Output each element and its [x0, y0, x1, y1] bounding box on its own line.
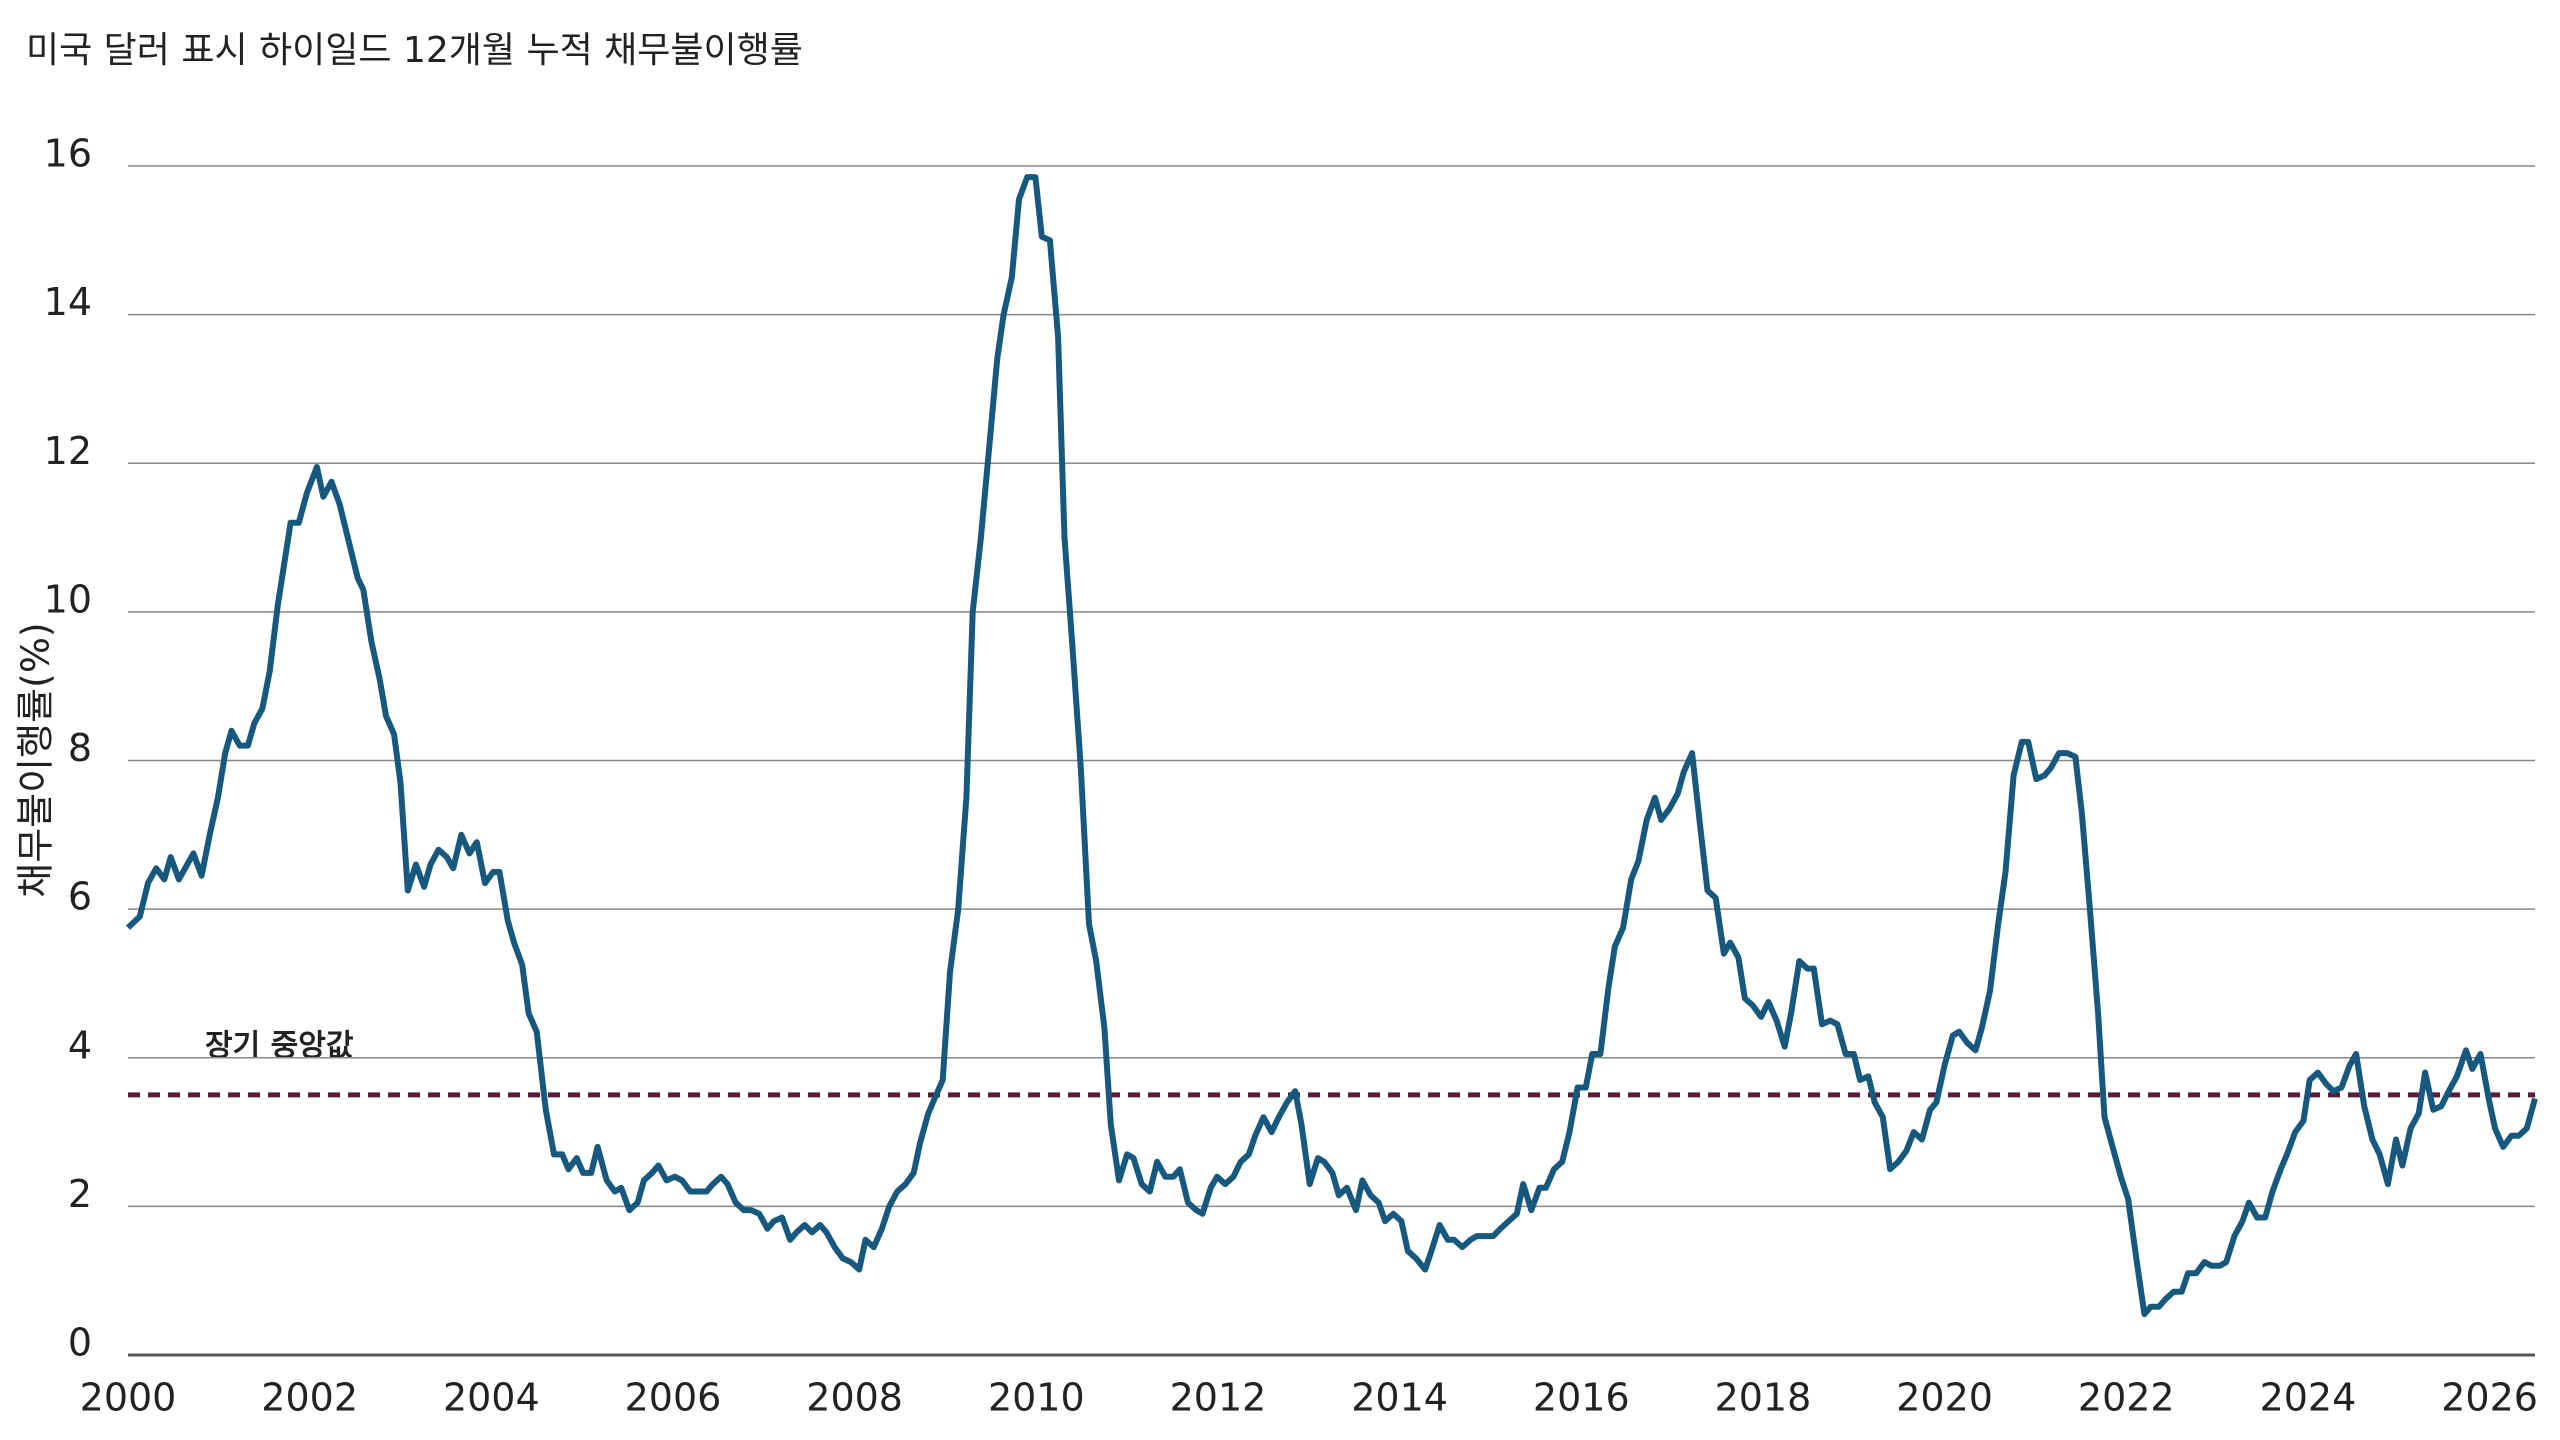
y-tick-label: 8: [68, 726, 92, 770]
y-tick-label: 12: [44, 429, 92, 473]
chart-title: 미국 달러 표시 하이일드 12개월 누적 채무불이행률: [26, 30, 803, 71]
x-tick-label: 2006: [625, 1376, 722, 1420]
x-tick-label: 2014: [1351, 1376, 1448, 1420]
x-tick-label: 2002: [261, 1376, 358, 1420]
y-tick-label: 2: [68, 1172, 92, 1216]
x-tick-label: 2004: [443, 1376, 540, 1420]
x-tick-label: 2010: [988, 1376, 1085, 1420]
data-line: [125, 174, 2538, 1318]
x-tick-label: 2016: [1533, 1376, 1630, 1420]
y-tick-label: 16: [44, 132, 92, 176]
x-tick-label: 2020: [1896, 1376, 1993, 1420]
y-tick-label: 0: [68, 1321, 92, 1365]
x-tick-label: 2018: [1715, 1376, 1812, 1420]
x-tick-label: 2026: [2441, 1376, 2538, 1420]
y-tick-label: 6: [68, 875, 92, 919]
x-tick-label: 2000: [80, 1376, 177, 1420]
x-tick-label: 2024: [2260, 1376, 2357, 1420]
y-tick-label: 10: [44, 577, 92, 621]
x-tick-label: 2012: [1170, 1376, 1267, 1420]
y-tick-label: 14: [44, 280, 92, 324]
x-tick-label: 2022: [2078, 1376, 2175, 1420]
y-tick-label: 4: [68, 1023, 92, 1067]
x-tick-label: 2008: [806, 1376, 903, 1420]
y-axis-label: 채무불이행률(%): [14, 622, 58, 898]
